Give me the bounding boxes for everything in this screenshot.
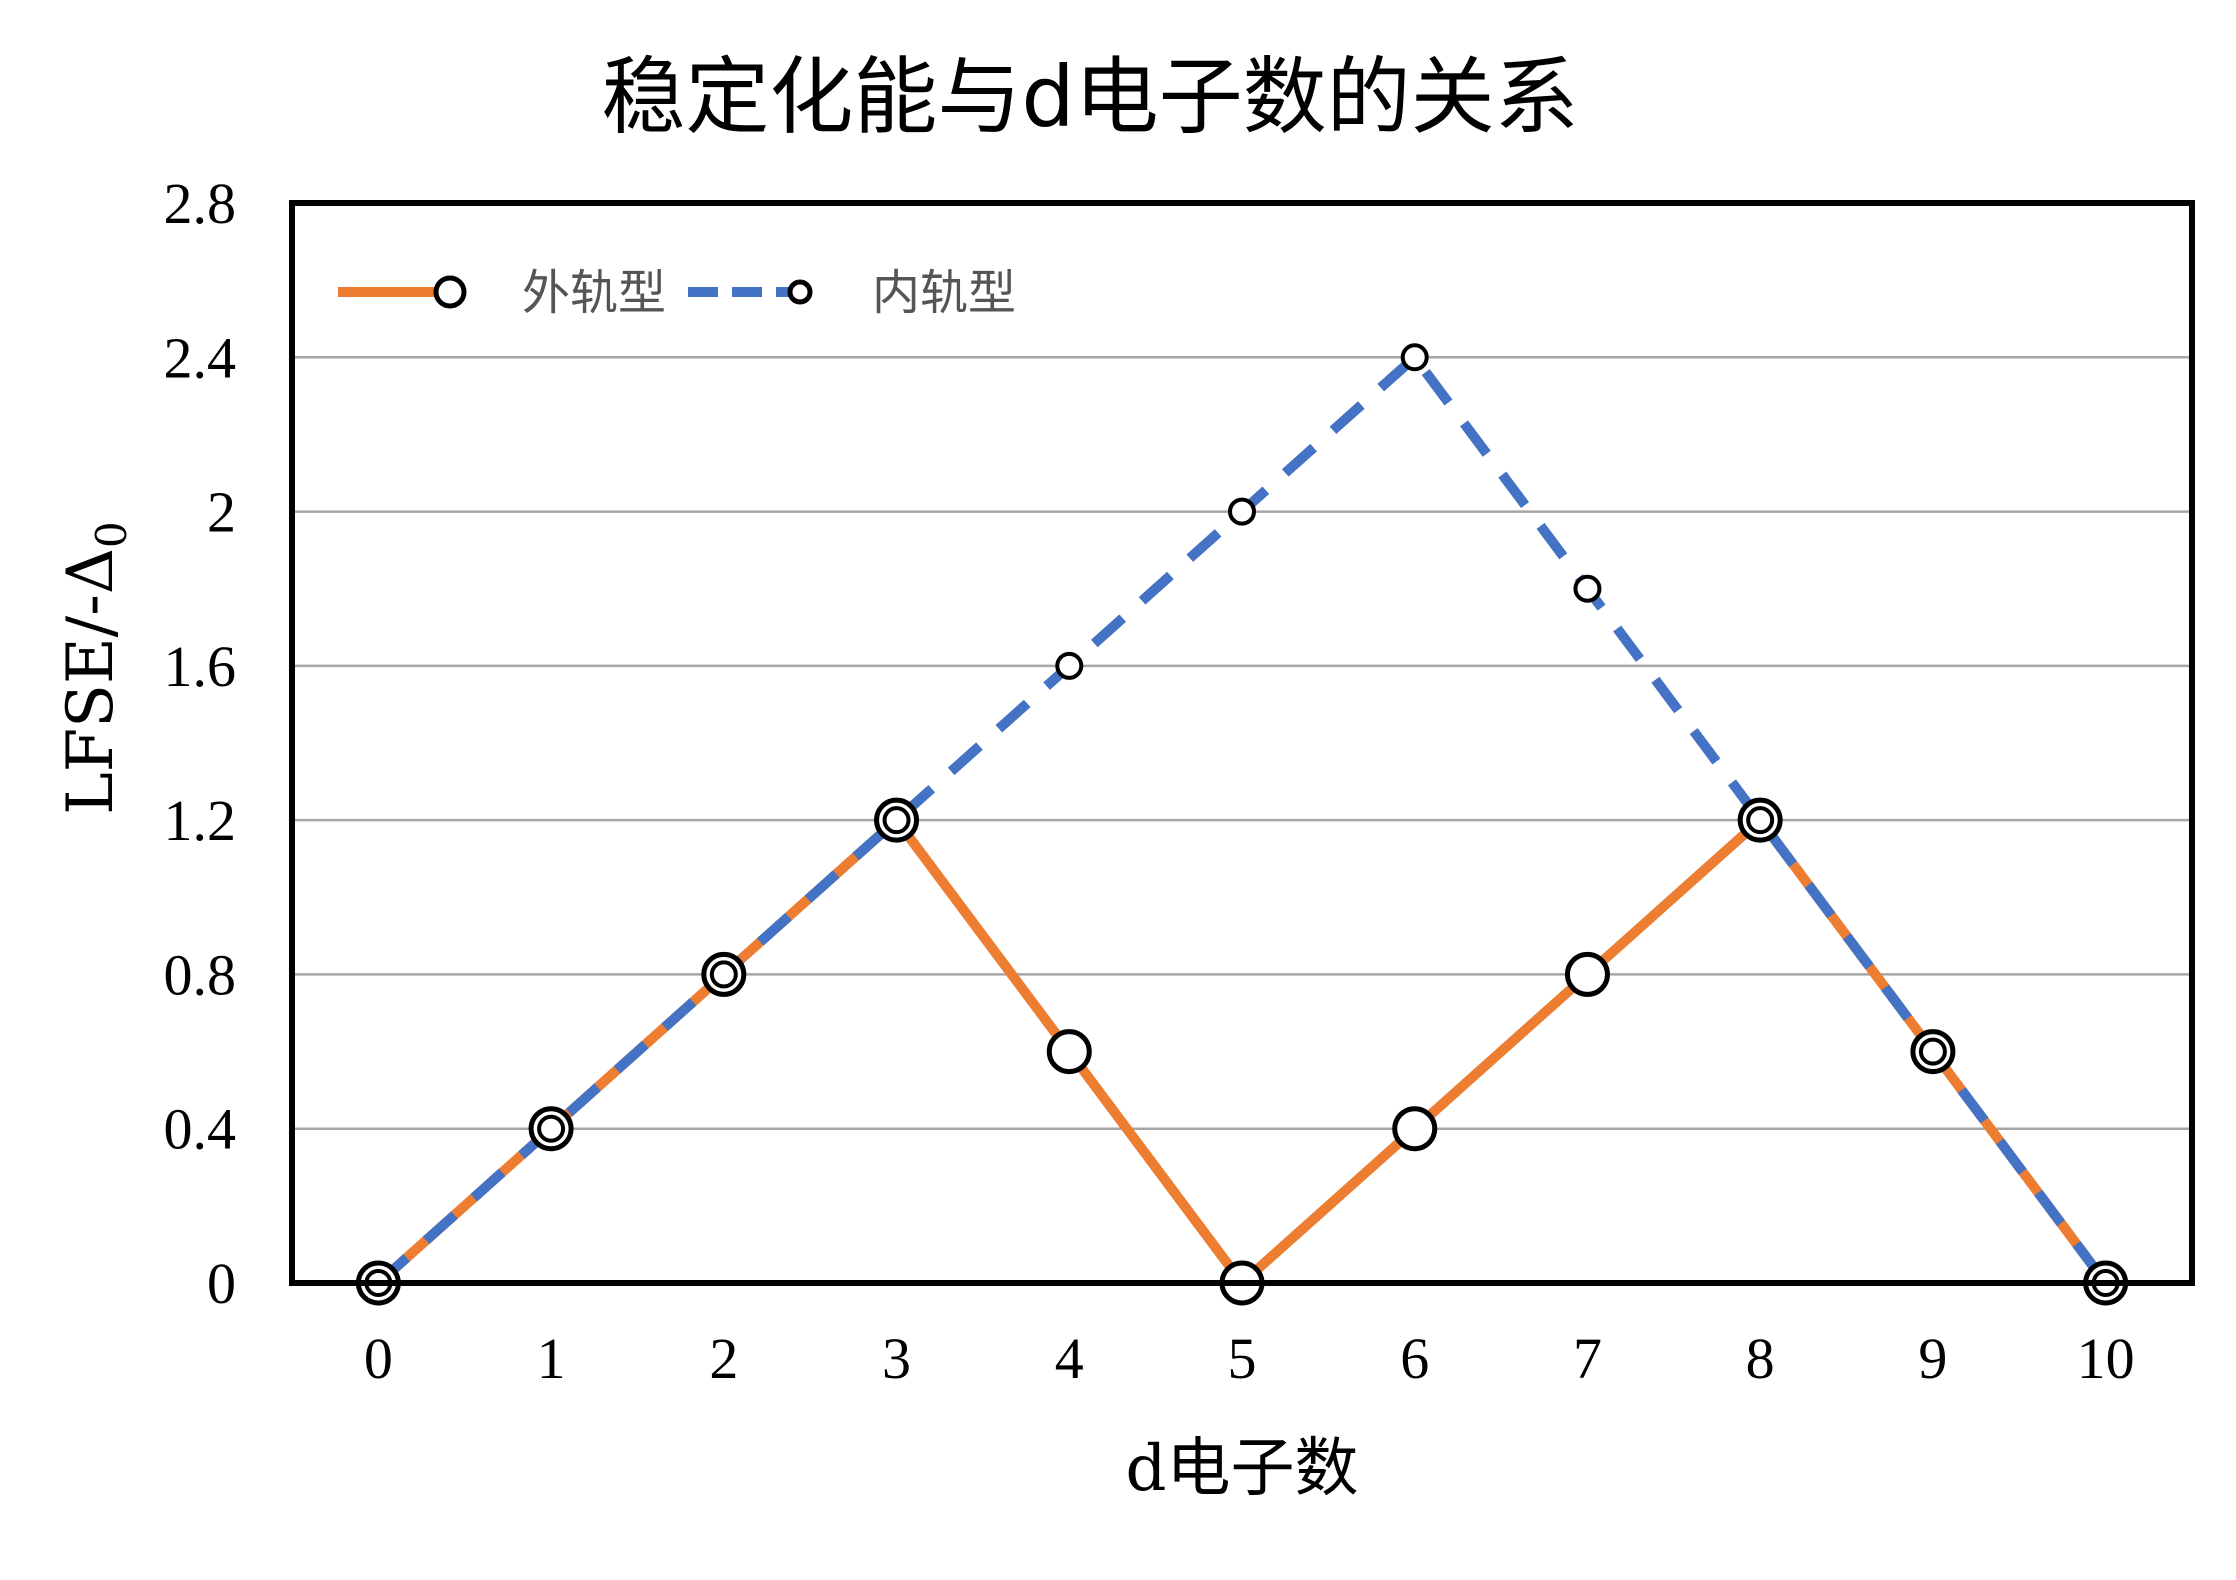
series-0-point	[1564, 951, 1610, 997]
series-1-point	[537, 1114, 566, 1143]
series-1-point	[1228, 497, 1256, 526]
series-1-point	[1746, 806, 1775, 835]
series-0-point	[1392, 1106, 1438, 1152]
plot-area-border	[289, 200, 2195, 1286]
svg-text:LFSE/-Δ0: LFSE/-Δ0	[54, 521, 136, 815]
legend-label-1: 内轨型	[872, 265, 1016, 321]
series-1-point	[1055, 651, 1084, 680]
series-layer	[355, 343, 2129, 1306]
series-1-point	[1573, 574, 1602, 603]
y-axis-title-main: LFSE/-Δ	[54, 548, 128, 815]
y-axis-title-subscript: 0	[87, 521, 136, 548]
x-tick-label: 6	[1400, 1326, 1429, 1391]
y-tick-label: 1.6	[164, 634, 237, 699]
x-axis-title: d电子数	[1126, 1432, 1359, 1506]
x-tick-label: 0	[364, 1326, 393, 1391]
y-tick-label: 2.4	[164, 325, 237, 390]
series-1-point	[1400, 343, 1429, 372]
x-tick-label: 9	[1918, 1326, 1947, 1391]
y-tick-label: 0	[207, 1251, 236, 1316]
legend-marker-1	[787, 279, 813, 305]
series-1-point	[882, 806, 911, 835]
x-tick-label: 2	[709, 1326, 738, 1391]
legend: 外轨型 内轨型	[338, 265, 1016, 321]
y-tick-label: 0.4	[164, 1097, 237, 1162]
y-axis-title: LFSE/-Δ0	[54, 521, 136, 815]
x-tick-label: 3	[882, 1326, 911, 1391]
series-0-point	[1046, 1029, 1092, 1075]
series-1-point	[709, 960, 738, 989]
y-tick-label: 0.8	[164, 942, 237, 1007]
series-1-point	[1918, 1037, 1947, 1066]
x-tick-label: 8	[1746, 1326, 1775, 1391]
x-tick-label: 1	[537, 1326, 566, 1391]
y-tick-label: 2	[207, 480, 236, 545]
x-tick-label: 5	[1228, 1326, 1257, 1391]
y-tick-label: 2.8	[164, 171, 237, 236]
x-tick-label: 10	[2077, 1326, 2135, 1391]
x-tick-label: 7	[1573, 1326, 1602, 1391]
legend-marker-0	[433, 275, 467, 309]
x-tick-label: 4	[1055, 1326, 1084, 1391]
x-tick-labels: 0 1 2 3 4 5 6 7 8 9 10	[364, 1326, 2135, 1391]
y-tick-labels: 0 0.4 0.8 1.2 1.6 2 2.4 2.8	[164, 171, 237, 1316]
y-tick-label: 1.2	[164, 788, 237, 853]
chart-title: 稳定化能与d电子数的关系	[601, 48, 1578, 146]
legend-label-0: 外轨型	[522, 265, 666, 321]
